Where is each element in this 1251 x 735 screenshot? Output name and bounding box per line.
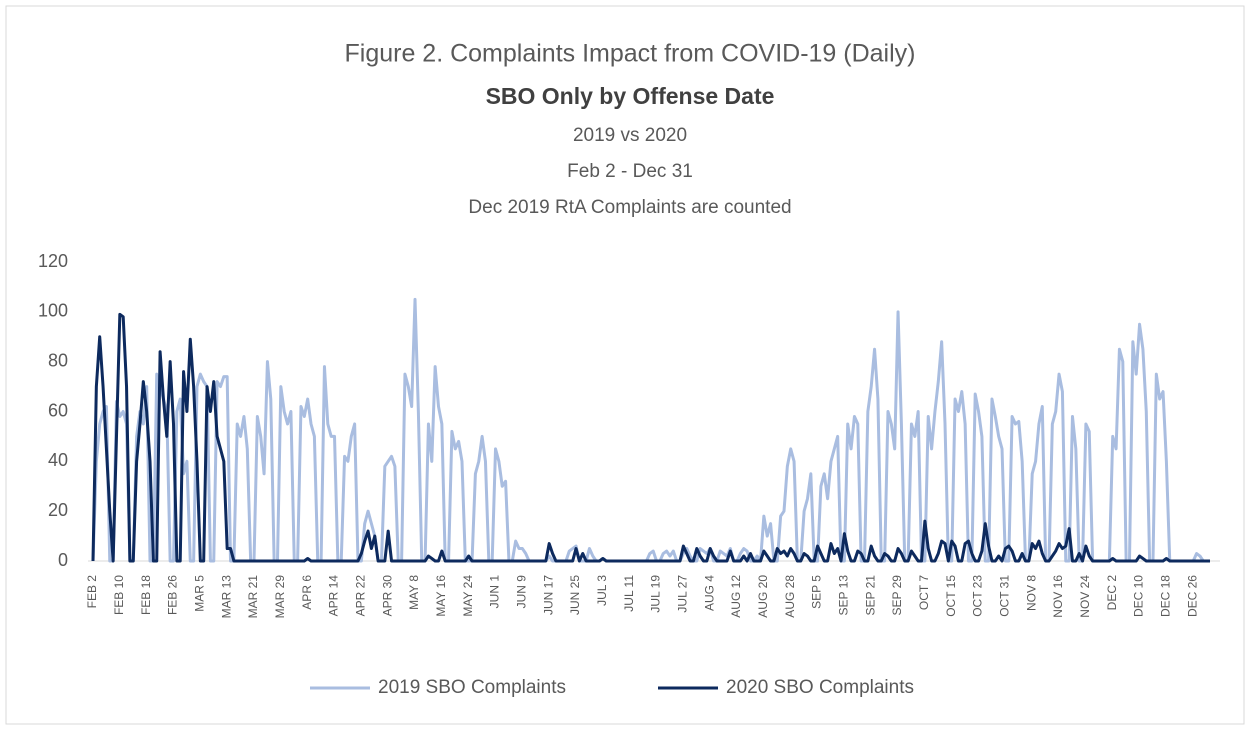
x-tick-label: OCT 7 xyxy=(917,575,931,610)
x-tick-label: APR 6 xyxy=(300,575,314,610)
x-tick-label: AUG 20 xyxy=(756,575,770,618)
x-tick-label: JUN 9 xyxy=(515,575,529,609)
chart-border xyxy=(5,5,1245,725)
x-tick-label: JUL 11 xyxy=(622,575,636,612)
x-tick-label: JUN 17 xyxy=(541,575,555,615)
subtitle-line: Feb 2 - Dec 31 xyxy=(567,161,693,182)
x-tick-label: NOV 16 xyxy=(1051,575,1065,618)
x-tick-label: DEC 18 xyxy=(1159,575,1173,617)
series-line xyxy=(91,297,1210,563)
x-tick-label: APR 30 xyxy=(380,575,394,617)
x-tick-label: DEC 10 xyxy=(1132,575,1146,617)
x-tick-label: APR 22 xyxy=(354,575,368,617)
x-tick-label: MAY 8 xyxy=(407,575,421,610)
legend-label: 2019 SBO Complaints xyxy=(378,677,566,698)
x-tick-label: JUL 3 xyxy=(595,575,609,606)
chart-title: Figure 2. Complaints Impact from COVID-1… xyxy=(345,40,916,68)
x-tick-label: SEP 21 xyxy=(863,575,877,616)
subtitle-line: Dec 2019 RtA Complaints are counted xyxy=(468,197,791,218)
x-tick-label: DEC 2 xyxy=(1105,575,1119,611)
x-tick-label: JUL 19 xyxy=(649,575,663,613)
y-tick-label: 100 xyxy=(38,301,68,321)
x-tick-label: OCT 23 xyxy=(971,575,985,617)
y-tick-label: 0 xyxy=(58,550,68,570)
y-tick-label: 80 xyxy=(48,350,68,370)
x-tick-label: AUG 12 xyxy=(729,575,743,618)
x-tick-label: OCT 15 xyxy=(944,575,958,617)
x-tick-label: JUN 1 xyxy=(488,575,502,609)
x-tick-label: MAY 24 xyxy=(461,575,475,617)
x-tick-label: FEB 18 xyxy=(139,575,153,615)
x-tick-label: SEP 5 xyxy=(810,575,824,609)
x-tick-label: MAR 5 xyxy=(193,575,207,612)
x-tick-label: AUG 28 xyxy=(783,575,797,618)
y-tick-label: 60 xyxy=(48,400,68,420)
y-tick-label: 120 xyxy=(38,251,68,271)
x-tick-label: FEB 2 xyxy=(85,575,99,609)
x-tick-label: JUL 27 xyxy=(676,575,690,613)
x-tick-label: MAR 29 xyxy=(273,575,287,619)
x-tick-label: MAY 16 xyxy=(434,575,448,617)
y-tick-label: 40 xyxy=(48,450,68,470)
x-tick-label: AUG 4 xyxy=(702,575,716,611)
x-tick-label: JUN 25 xyxy=(568,575,582,615)
subtitle-line: 2019 vs 2020 xyxy=(573,125,687,146)
chart-subtitle: SBO Only by Offense Date xyxy=(486,83,775,109)
x-tick-label: OCT 31 xyxy=(998,575,1012,617)
series-line xyxy=(91,312,1210,563)
legend-label: 2020 SBO Complaints xyxy=(726,677,914,698)
x-tick-label: APR 14 xyxy=(327,575,341,617)
x-tick-label: MAR 21 xyxy=(246,575,260,619)
x-tick-label: NOV 8 xyxy=(1024,575,1038,611)
x-tick-label: SEP 29 xyxy=(890,575,904,616)
y-tick-label: 20 xyxy=(48,500,68,520)
x-tick-label: SEP 13 xyxy=(837,575,851,616)
x-tick-label: DEC 26 xyxy=(1185,575,1199,617)
x-tick-label: FEB 26 xyxy=(166,575,180,615)
x-tick-label: MAR 13 xyxy=(219,575,233,619)
x-tick-label: NOV 24 xyxy=(1078,575,1092,618)
x-tick-label: FEB 10 xyxy=(112,575,126,615)
